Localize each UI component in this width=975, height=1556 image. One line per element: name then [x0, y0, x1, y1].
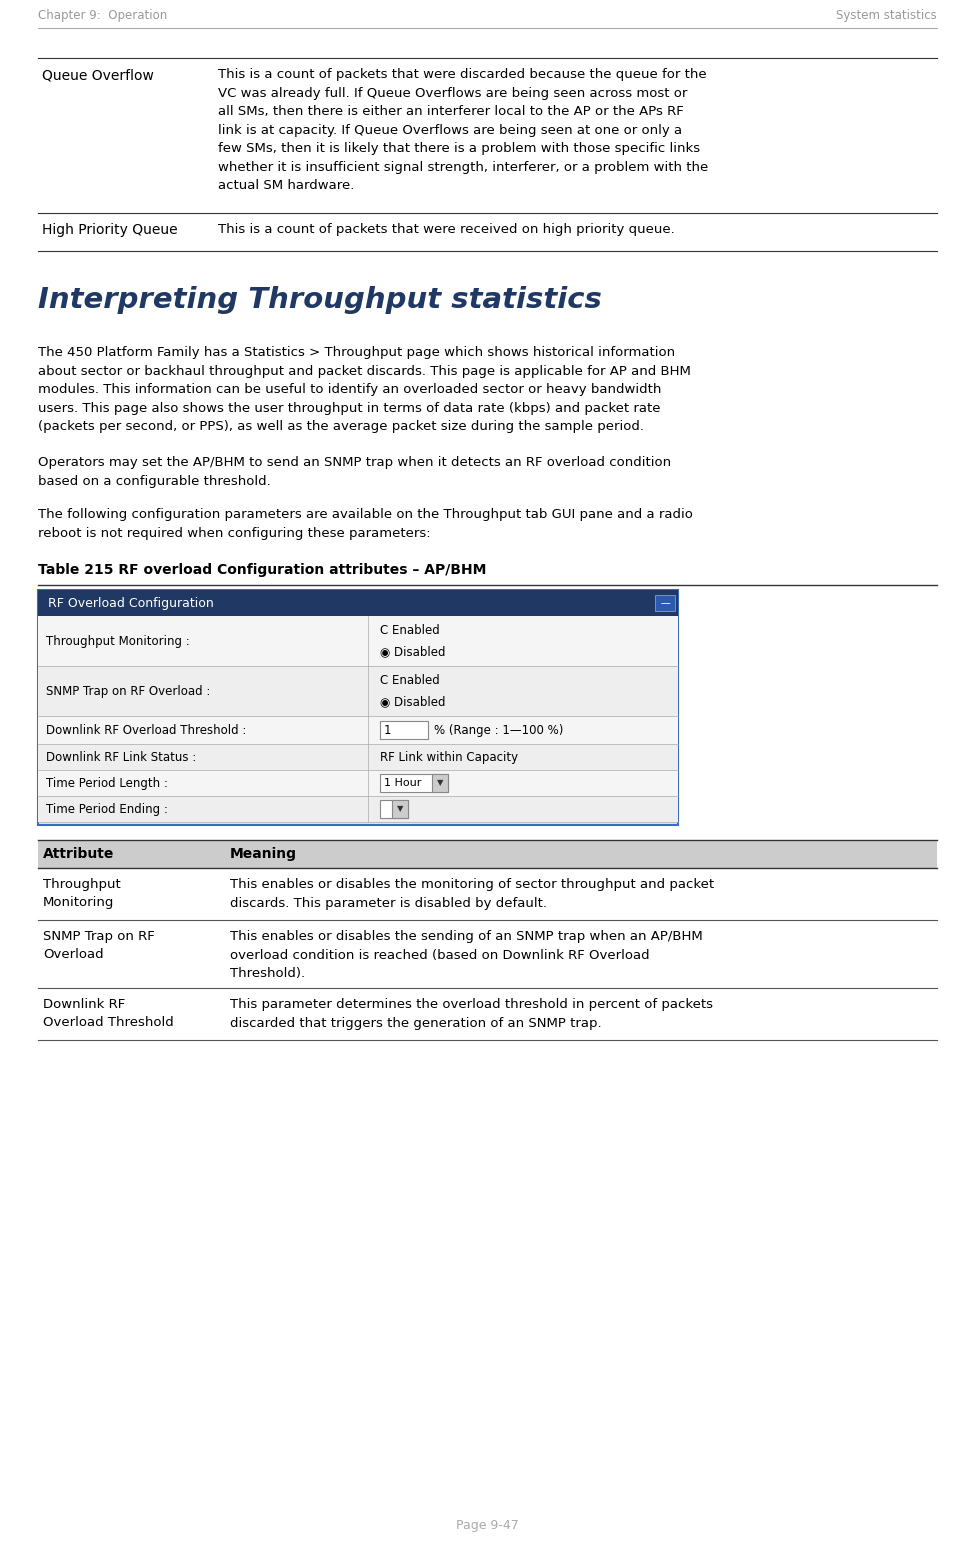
Text: RF Overload Configuration: RF Overload Configuration	[48, 596, 214, 610]
Bar	[38, 666, 678, 716]
Bar	[38, 590, 678, 616]
Text: Table 215 RF overload Configuration attributes – AP/BHM: Table 215 RF overload Configuration attr…	[38, 563, 487, 577]
Text: Time Period Length :: Time Period Length :	[46, 776, 168, 789]
Text: Interpreting Throughput statistics: Interpreting Throughput statistics	[38, 286, 602, 314]
Text: ▼: ▼	[397, 804, 404, 814]
Text: ▼: ▼	[437, 778, 444, 787]
Text: This is a count of packets that were discarded because the queue for the
VC was : This is a count of packets that were dis…	[218, 68, 708, 191]
Bar	[380, 800, 408, 818]
Bar	[392, 800, 408, 818]
Text: Downlink RF
Overload Threshold: Downlink RF Overload Threshold	[43, 997, 174, 1029]
Text: RF Link within Capacity: RF Link within Capacity	[380, 750, 518, 764]
Text: ◉ Disabled: ◉ Disabled	[380, 696, 446, 708]
Text: Downlink RF Overload Threshold :: Downlink RF Overload Threshold :	[46, 724, 247, 736]
Bar	[38, 744, 678, 770]
Text: C Enabled: C Enabled	[380, 674, 440, 686]
Text: ◉ Disabled: ◉ Disabled	[380, 646, 446, 658]
Bar	[380, 773, 448, 792]
Text: High Priority Queue: High Priority Queue	[42, 223, 177, 237]
Text: Time Period Ending :: Time Period Ending :	[46, 803, 168, 815]
Bar	[38, 616, 678, 666]
Text: The 450 Platform Family has a Statistics > Throughput page which shows historica: The 450 Platform Family has a Statistics…	[38, 345, 691, 433]
Text: Throughput Monitoring :: Throughput Monitoring :	[46, 635, 190, 647]
Text: 1: 1	[384, 724, 392, 736]
Text: —: —	[660, 598, 670, 608]
Text: The following configuration parameters are available on the Throughput tab GUI p: The following configuration parameters a…	[38, 507, 693, 540]
Text: SNMP Trap on RF
Overload: SNMP Trap on RF Overload	[43, 930, 155, 962]
Bar	[432, 773, 448, 792]
Text: System statistics: System statistics	[837, 9, 937, 22]
Bar	[380, 720, 428, 739]
Text: Attribute: Attribute	[43, 846, 114, 860]
Text: SNMP Trap on RF Overload :: SNMP Trap on RF Overload :	[46, 685, 211, 697]
Text: Queue Overflow: Queue Overflow	[42, 68, 154, 82]
Text: Page 9-47: Page 9-47	[456, 1520, 519, 1533]
Text: This parameter determines the overload threshold in percent of packets
discarded: This parameter determines the overload t…	[230, 997, 713, 1030]
Text: % (Range : 1—100 %): % (Range : 1—100 %)	[434, 724, 564, 736]
Bar	[38, 840, 937, 868]
Bar	[38, 770, 678, 797]
Text: This enables or disables the monitoring of sector throughput and packet
discards: This enables or disables the monitoring …	[230, 878, 714, 910]
Bar	[655, 594, 675, 612]
Text: Downlink RF Link Status :: Downlink RF Link Status :	[46, 750, 196, 764]
Text: This enables or disables the sending of an SNMP trap when an AP/BHM
overload con: This enables or disables the sending of …	[230, 930, 703, 980]
Text: Throughput
Monitoring: Throughput Monitoring	[43, 878, 121, 909]
Bar	[38, 590, 678, 825]
Bar	[38, 716, 678, 744]
Text: Meaning: Meaning	[230, 846, 297, 860]
Text: Operators may set the AP/BHM to send an SNMP trap when it detects an RF overload: Operators may set the AP/BHM to send an …	[38, 456, 671, 487]
Text: Chapter 9:  Operation: Chapter 9: Operation	[38, 9, 168, 22]
Text: This is a count of packets that were received on high priority queue.: This is a count of packets that were rec…	[218, 223, 675, 237]
Text: C Enabled: C Enabled	[380, 624, 440, 636]
Bar	[38, 797, 678, 822]
Text: 1 Hour: 1 Hour	[384, 778, 421, 787]
